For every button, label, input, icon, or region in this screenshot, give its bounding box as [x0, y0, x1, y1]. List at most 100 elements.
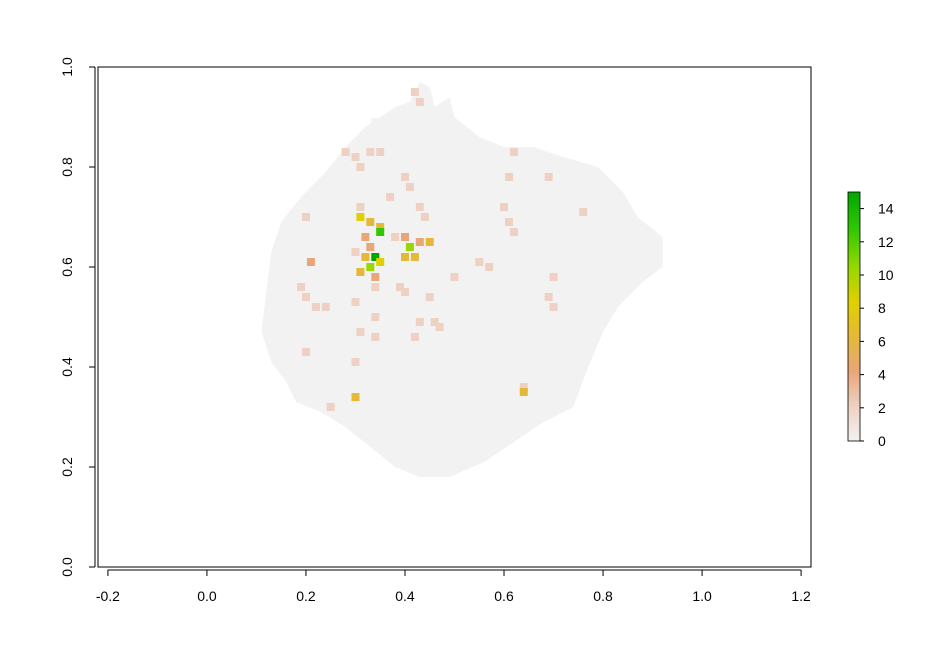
- raster-cell: [356, 163, 365, 171]
- legend-ticks: 0 2 4 6 8 10 12 14: [860, 201, 894, 449]
- raster-cell: [297, 283, 305, 291]
- x-tick-label: 1.0: [692, 588, 712, 604]
- raster-cell: [405, 183, 414, 191]
- raster-cell: [505, 218, 513, 226]
- y-tick-label: 0.0: [59, 557, 75, 577]
- raster-cell: [356, 203, 365, 211]
- raster-cell: [460, 208, 469, 216]
- raster-cell: [425, 293, 434, 301]
- x-tick-label: 0.4: [395, 588, 415, 604]
- y-tick-label: 1.0: [59, 57, 75, 77]
- raster-cell: [430, 318, 439, 326]
- raster-cell: [415, 98, 424, 106]
- legend-tick-label: 8: [878, 300, 886, 316]
- raster-cell: [425, 328, 434, 336]
- raster-cell: [351, 248, 360, 256]
- raster-cell: [376, 258, 385, 266]
- legend-tick-label: 12: [878, 234, 894, 250]
- raster-cell: [311, 303, 320, 311]
- legend-tick-label: 14: [878, 201, 894, 217]
- raster-cell: [579, 208, 588, 216]
- raster-cell: [435, 323, 444, 331]
- raster-cell: [460, 373, 469, 381]
- raster-cell: [302, 213, 310, 221]
- raster-cell: [326, 178, 335, 186]
- raster-cell: [371, 118, 380, 126]
- y-tick-label: 0.6: [59, 257, 75, 277]
- legend-tick-label: 10: [878, 267, 894, 283]
- raster-cell: [366, 218, 375, 226]
- legend-tick-label: 4: [878, 367, 886, 383]
- raster-cell: [519, 383, 528, 391]
- raster-cell: [356, 268, 365, 276]
- raster-cell: [302, 348, 310, 356]
- raster-cell: [450, 273, 459, 281]
- legend-tick-label: 6: [878, 333, 886, 349]
- y-tick-label: 0.4: [59, 357, 75, 377]
- legend-tick-label: 0: [878, 433, 886, 449]
- raster-cell: [401, 288, 409, 296]
- raster-cell: [371, 273, 380, 281]
- x-tick-label: 0.8: [593, 588, 613, 604]
- raster-cell: [351, 298, 360, 306]
- raster-cell: [420, 213, 429, 221]
- raster-cell: [410, 88, 419, 96]
- y-tick-label: 0.2: [59, 457, 75, 477]
- raster-cell: [505, 173, 513, 181]
- legend-tick-label: 2: [878, 400, 886, 416]
- raster-cell: [366, 243, 375, 251]
- y-tick-label: 0.8: [59, 157, 75, 177]
- raster-cell: [371, 333, 380, 341]
- raster-cell: [415, 238, 424, 246]
- x-tick-label: 0.0: [197, 588, 217, 604]
- legend-colorbar: [847, 191, 861, 442]
- raster-cell: [509, 228, 518, 236]
- raster-cell: [415, 318, 424, 326]
- raster-cell: [401, 253, 409, 261]
- raster-cell: [405, 243, 414, 251]
- raster-cell: [500, 203, 508, 211]
- raster-cell: [361, 253, 370, 261]
- raster-cell: [326, 403, 335, 411]
- raster-cell: [351, 358, 360, 366]
- raster-cell: [544, 293, 553, 301]
- raster-cell: [475, 258, 484, 266]
- color-legend: 0 2 4 6 8 10 12 14: [847, 191, 894, 449]
- raster-cell: [549, 273, 558, 281]
- x-tick-label: 0.6: [494, 588, 514, 604]
- raster-cell: [376, 223, 385, 231]
- raster-cell: [302, 293, 310, 301]
- raster-cell: [351, 153, 360, 161]
- raster-cell: [361, 233, 370, 241]
- raster-cell: [366, 263, 375, 271]
- raster-cell: [544, 173, 553, 181]
- raster-cell: [485, 263, 494, 271]
- raster-cell: [371, 283, 380, 291]
- raster-cell: [366, 148, 375, 156]
- raster-cell: [509, 148, 518, 156]
- plot-frame: [97, 66, 812, 568]
- raster-cell: [371, 313, 380, 321]
- raster-cell: [425, 238, 434, 246]
- raster-cell: [391, 233, 400, 241]
- raster-cell: [410, 253, 419, 261]
- raster-cell: [386, 193, 395, 201]
- raster-cell: [549, 303, 558, 311]
- x-tick-label: 1.2: [791, 588, 811, 604]
- x-tick-label: -0.2: [96, 588, 120, 604]
- y-axis: 0.0 0.2 0.4 0.6 0.8 1.0: [59, 57, 96, 577]
- raster-cell: [356, 328, 365, 336]
- raster-cell: [401, 173, 409, 181]
- raster-cell: [321, 303, 330, 311]
- raster-cell: [371, 253, 380, 261]
- raster-cell: [341, 148, 350, 156]
- raster-cell: [376, 228, 385, 236]
- raster-cell: [396, 283, 404, 291]
- raster-cell: [519, 388, 528, 396]
- raster-cell: [306, 258, 315, 266]
- x-tick-label: 0.2: [296, 588, 316, 604]
- raster-cell: [455, 173, 464, 181]
- raster-cell: [401, 233, 409, 241]
- raster-layer: [261, 82, 663, 477]
